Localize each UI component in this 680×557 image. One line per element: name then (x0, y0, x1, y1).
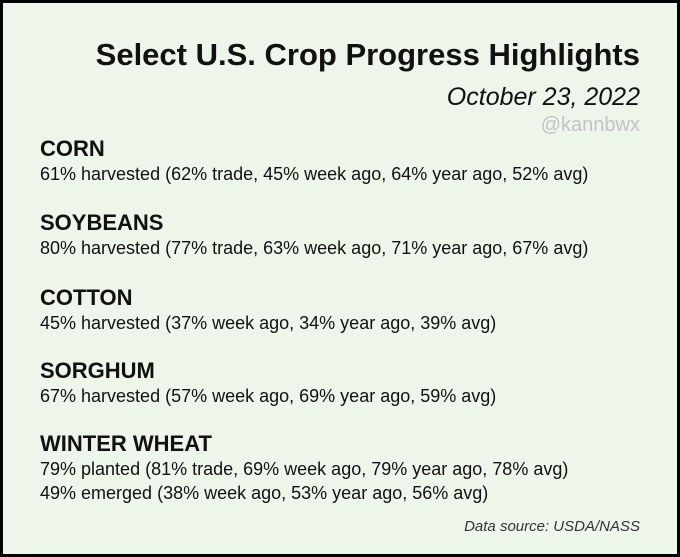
crop-progress-line: 45% harvested (37% week ago, 34% year ag… (40, 313, 497, 333)
crop-heading: CORN (40, 136, 105, 161)
crop-section-sorghum: SORGHUM 67% harvested (57% week ago, 69%… (40, 358, 496, 408)
report-date: October 23, 2022 (446, 83, 640, 111)
crop-progress-line: 80% harvested (77% trade, 63% week ago, … (40, 238, 589, 258)
author-handle: @kannbwx (540, 114, 640, 136)
crop-progress-line: 79% planted (81% trade, 69% week ago, 79… (40, 459, 569, 479)
crop-progress-line: 49% emerged (38% week ago, 53% year ago,… (40, 483, 489, 503)
crop-heading: SOYBEANS (40, 210, 164, 235)
crop-section-cotton: COTTON 45% harvested (37% week ago, 34% … (40, 285, 496, 335)
crop-heading: WINTER WHEAT (40, 431, 212, 456)
crop-progress-line: 61% harvested (62% trade, 45% week ago, … (40, 164, 589, 184)
crop-section-winter-wheat: WINTER WHEAT 79% planted (81% trade, 69%… (40, 431, 568, 505)
page-title: Select U.S. Crop Progress Highlights (95, 37, 640, 72)
crop-section-soybeans: SOYBEANS 80% harvested (77% trade, 63% w… (40, 210, 588, 260)
crop-heading: COTTON (40, 285, 133, 310)
crop-progress-line: 67% harvested (57% week ago, 69% year ag… (40, 386, 497, 406)
data-source-note: Data source: USDA/NASS (464, 518, 640, 535)
crop-section-corn: CORN 61% harvested (62% trade, 45% week … (40, 136, 588, 186)
crop-heading: SORGHUM (40, 358, 155, 383)
